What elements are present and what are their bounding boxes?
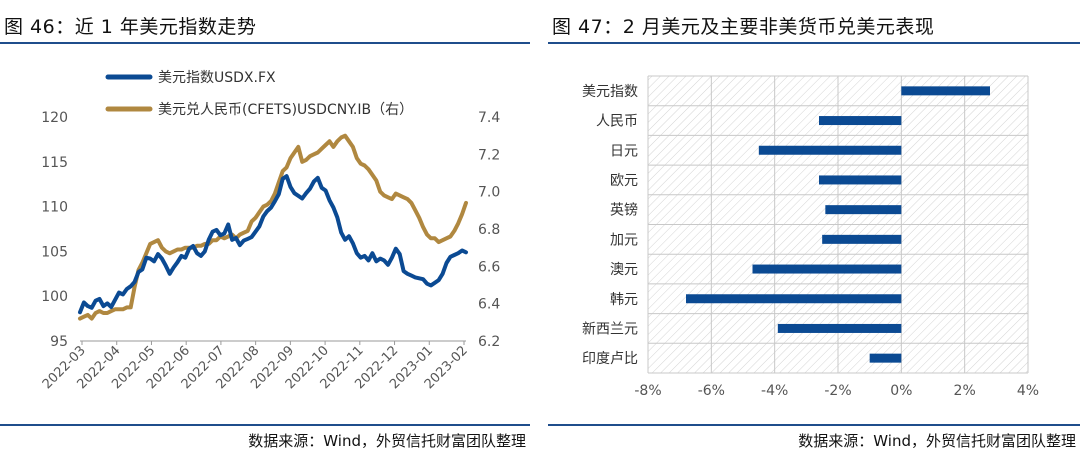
category-label: 加元 <box>610 232 638 248</box>
category-label: 韩元 <box>610 292 638 308</box>
usdcny-series-line <box>78 133 468 321</box>
left-chart-title: 图 46：近 1 年美元指数走势 <box>4 16 257 38</box>
left-y-tick-label: 105 <box>41 244 68 260</box>
left-y-tick-label: 115 <box>41 155 68 171</box>
category-label: 新西兰元 <box>582 321 638 337</box>
legend-label: 美元指数USDX.FX <box>158 70 276 86</box>
x-tick-label: -6% <box>698 383 725 399</box>
right-panel: 图 47：2 月美元及主要非美货币兑美元表现 -8% -6% -4% -2% 0% 2% 4… <box>548 0 1080 460</box>
bar <box>777 323 902 333</box>
category-label: 欧元 <box>610 173 638 189</box>
category-label: 澳元 <box>610 262 638 278</box>
left-top-rule <box>0 42 530 44</box>
x-tick-label: -8% <box>634 383 661 399</box>
currency-performance-bar-chart: -8% -6% -4% -2% 0% 2% 4% 美元指数人民币日元欧元英镑加元澳元韩元新西兰… <box>582 75 1039 399</box>
right-y-tick-label: 7.0 <box>478 185 500 201</box>
left-y-tick-label: 110 <box>41 200 68 216</box>
right-y-tick-label: 6.8 <box>478 222 500 238</box>
x-tick-label: 4% <box>1017 383 1039 399</box>
left-bottom-rule <box>0 424 530 426</box>
bar <box>822 234 902 244</box>
right-y-tick-label: 7.2 <box>478 147 500 163</box>
bar <box>869 353 902 363</box>
usd-index-line-chart: 951001051101151206.26.46.66.87.07.27.420… <box>40 70 501 392</box>
right-y-tick-label: 6.4 <box>478 297 500 313</box>
category-label: 日元 <box>610 143 638 159</box>
x-tick-label: -2% <box>824 383 851 399</box>
right-top-rule <box>548 42 1080 44</box>
category-label: 美元指数 <box>582 84 638 100</box>
left-y-tick-label: 95 <box>50 334 68 350</box>
bar <box>758 145 902 155</box>
right-y-tick-label: 7.4 <box>478 110 500 126</box>
bar <box>686 294 902 304</box>
bar <box>752 264 902 274</box>
x-tick-label: 0% <box>890 383 912 399</box>
right-source-note: 数据来源：Wind，外贸信托财富团队整理 <box>798 432 1076 450</box>
right-bottom-rule <box>548 424 1080 426</box>
bar <box>819 175 902 185</box>
right-y-tick-label: 6.6 <box>478 259 500 275</box>
bar <box>819 116 902 126</box>
left-source-note: 数据来源：Wind，外贸信托财富团队整理 <box>248 432 526 450</box>
right-y-tick-label: 6.2 <box>478 334 500 350</box>
category-label: 人民币 <box>596 114 638 130</box>
bar <box>901 86 990 96</box>
right-chart-title: 图 47：2 月美元及主要非美货币兑美元表现 <box>552 16 935 38</box>
x-tick-label: 2% <box>954 383 976 399</box>
category-label: 印度卢比 <box>582 351 638 367</box>
left-panel: 图 46：近 1 年美元指数走势 95 100 105 110 115 120 6.2 6.4… <box>0 0 530 460</box>
legend-label: 美元兑人民币(CFETS)USDCNY.IB（右） <box>158 102 413 118</box>
x-tick-label: -4% <box>761 383 788 399</box>
usdx-series-line <box>78 174 468 315</box>
bar <box>825 205 902 215</box>
category-label: 英镑 <box>610 202 638 219</box>
left-y-tick-label: 100 <box>41 289 68 305</box>
left-y-tick-label: 120 <box>41 110 68 126</box>
